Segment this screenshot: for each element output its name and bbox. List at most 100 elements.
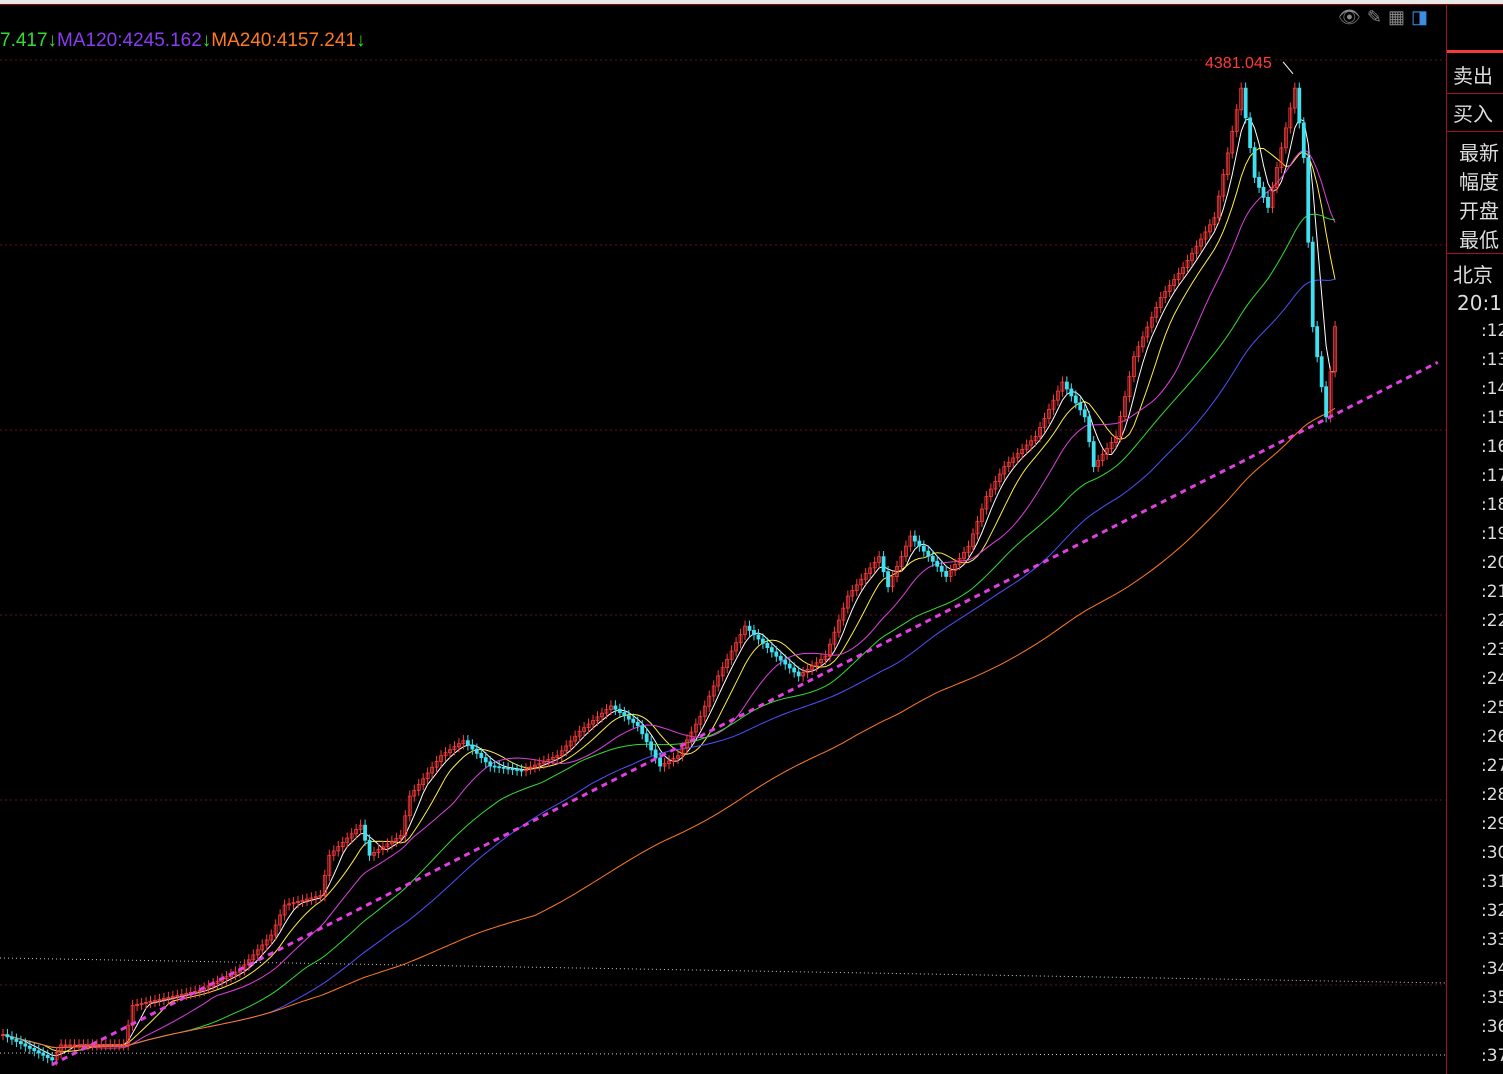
candle <box>14 1038 19 1042</box>
panel-red-bar <box>1447 50 1503 53</box>
candle <box>474 748 479 754</box>
ma-line <box>2 278 1336 1049</box>
candle <box>36 1050 41 1054</box>
ma-line <box>2 213 1336 1049</box>
candle <box>412 789 417 797</box>
candle <box>774 651 779 657</box>
ma-line <box>2 118 1336 1057</box>
candle <box>345 837 350 843</box>
time-tick: :33 <box>1481 930 1503 950</box>
candle <box>1051 399 1056 410</box>
candle <box>1069 388 1074 397</box>
candle <box>291 902 296 905</box>
candle <box>1225 152 1230 175</box>
candle <box>738 634 743 644</box>
candle <box>255 949 260 956</box>
panel-time: 20:16 <box>1457 291 1503 315</box>
candle <box>363 824 367 841</box>
candle <box>32 1047 37 1052</box>
candle <box>479 752 484 758</box>
candle <box>488 761 493 767</box>
candle <box>264 939 269 946</box>
candle <box>1288 107 1293 129</box>
ma-line <box>2 147 1336 1052</box>
candle <box>99 1044 104 1047</box>
down-arrow-icon: ↓ <box>201 30 212 51</box>
candle <box>1283 127 1288 149</box>
candle <box>1176 273 1181 280</box>
panel-toggle-icon[interactable]: ◨ <box>1410 7 1428 27</box>
candle <box>644 733 649 743</box>
candle <box>716 675 721 687</box>
candle <box>506 767 511 770</box>
candle <box>461 740 466 745</box>
candle <box>872 561 877 569</box>
candle <box>1199 238 1203 247</box>
candle <box>609 705 613 710</box>
candle <box>649 741 654 751</box>
candle <box>23 1043 28 1047</box>
candle <box>300 899 305 902</box>
time-tick: :23 <box>1481 640 1503 660</box>
candle <box>1243 87 1248 119</box>
candle <box>555 755 560 758</box>
candle <box>224 976 229 980</box>
candle <box>126 1024 131 1046</box>
eye-hidden-icon[interactable]: 👁 <box>1338 7 1361 27</box>
candle <box>1185 259 1190 268</box>
candle <box>769 647 774 653</box>
pencil-icon[interactable]: ✎ <box>1366 7 1382 27</box>
candle <box>381 846 385 851</box>
candle <box>653 749 658 759</box>
time-tick: :34 <box>1481 959 1503 979</box>
panel-label: 卖出 <box>1453 64 1493 88</box>
ma-line <box>2 149 1336 1049</box>
candle <box>117 1044 122 1047</box>
candle <box>577 730 582 737</box>
candle <box>483 757 488 763</box>
ma-line <box>2 407 1336 1049</box>
candle <box>541 760 546 764</box>
panel-divider <box>1447 253 1503 254</box>
candle <box>5 1034 10 1038</box>
candle <box>912 535 917 542</box>
candle <box>944 570 949 577</box>
legend-item: MA120:4245.162 <box>57 30 202 51</box>
candle <box>935 560 940 567</box>
candle <box>170 996 175 998</box>
candle <box>1172 279 1177 286</box>
candle <box>354 829 359 835</box>
candle <box>1105 448 1109 455</box>
candle <box>783 659 788 665</box>
candle <box>260 944 265 951</box>
time-tick: :30 <box>1481 843 1503 863</box>
candle <box>993 481 998 490</box>
window-top-bar <box>0 0 1503 5</box>
candle <box>1020 448 1025 455</box>
candle <box>854 584 859 591</box>
candle <box>787 663 792 669</box>
candle <box>662 763 667 767</box>
candle <box>457 743 461 748</box>
candle <box>340 841 345 848</box>
grid-icon[interactable]: ▦ <box>1387 7 1405 27</box>
time-tick: :13 <box>1481 350 1503 370</box>
candlestick-chart[interactable]: 4381.045 <box>0 5 1446 1074</box>
candle <box>743 625 747 635</box>
candle <box>1190 252 1194 261</box>
candle <box>805 668 810 674</box>
candle <box>832 631 837 645</box>
candle <box>1306 157 1311 243</box>
reference-line <box>0 957 1446 984</box>
candle <box>1310 241 1315 328</box>
candle <box>921 545 926 552</box>
candle <box>430 766 435 774</box>
candle <box>139 1003 144 1005</box>
candle <box>439 755 443 762</box>
candle <box>926 550 931 557</box>
time-tick: :19 <box>1481 524 1503 544</box>
candle <box>1006 461 1011 467</box>
candle <box>1208 224 1212 233</box>
candle <box>988 488 993 497</box>
candle <box>997 473 1002 482</box>
